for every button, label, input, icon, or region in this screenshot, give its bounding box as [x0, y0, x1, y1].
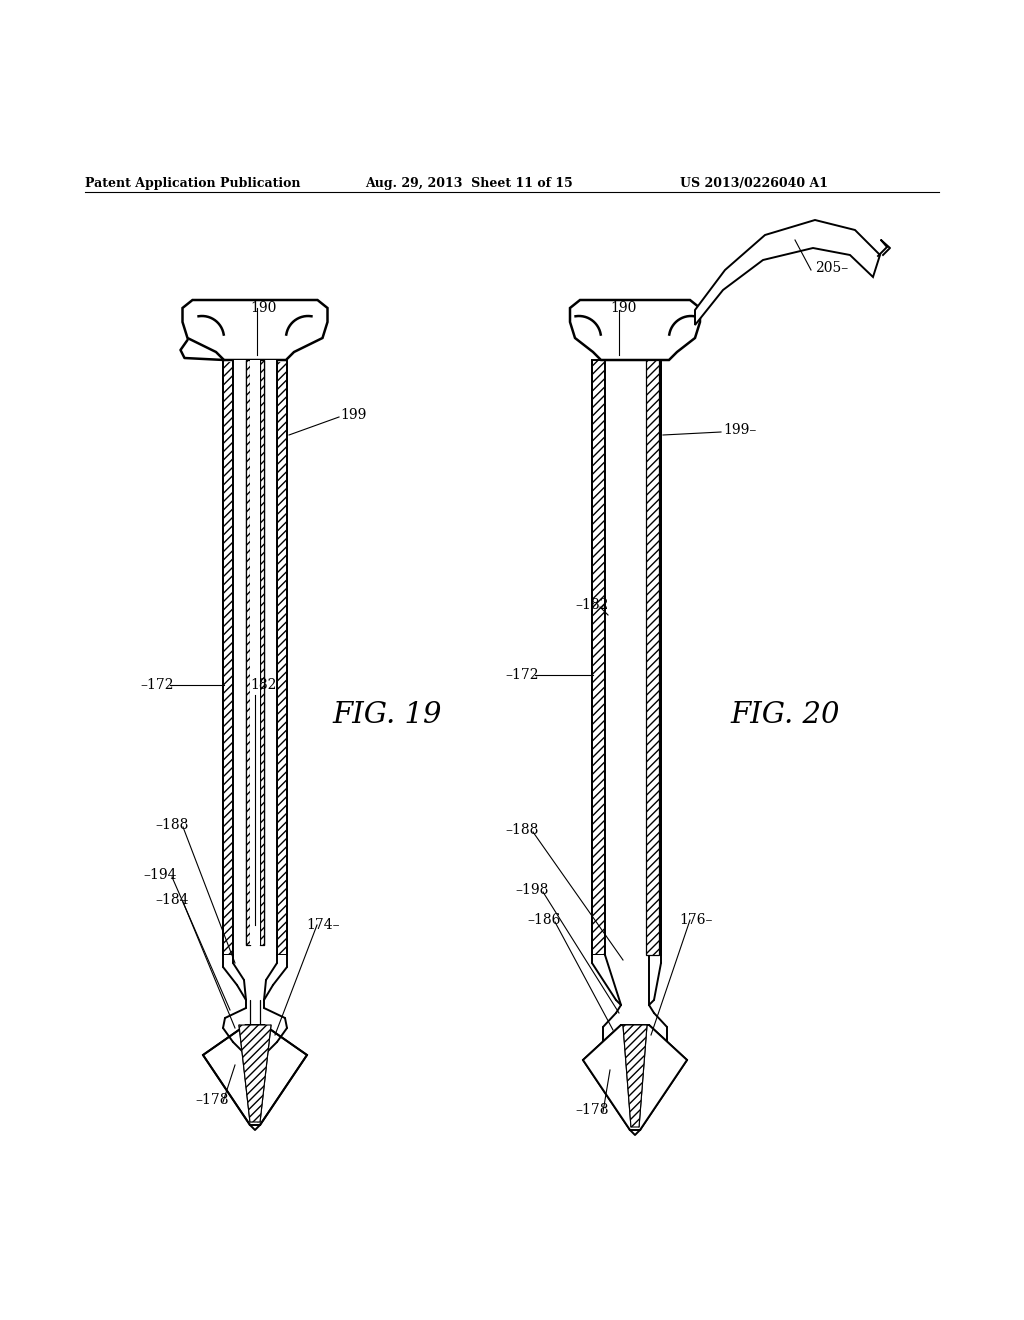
- Polygon shape: [264, 954, 287, 1005]
- Polygon shape: [570, 300, 700, 360]
- Polygon shape: [649, 360, 662, 954]
- Text: FIG. 19: FIG. 19: [332, 701, 441, 729]
- Text: –178: –178: [195, 1093, 228, 1107]
- Polygon shape: [287, 954, 309, 1055]
- Text: –172: –172: [505, 668, 539, 682]
- Text: –184: –184: [155, 894, 188, 907]
- Polygon shape: [605, 360, 649, 954]
- Text: 190: 190: [610, 301, 636, 315]
- Text: 176–: 176–: [680, 913, 713, 927]
- Text: –188: –188: [505, 822, 539, 837]
- Polygon shape: [246, 1026, 264, 1055]
- Text: –194: –194: [143, 869, 176, 882]
- Text: –178: –178: [575, 1104, 608, 1117]
- Polygon shape: [246, 360, 250, 945]
- Polygon shape: [239, 1026, 271, 1122]
- Text: 190: 190: [250, 301, 276, 315]
- Polygon shape: [223, 954, 246, 1005]
- Polygon shape: [278, 360, 287, 954]
- Polygon shape: [246, 1026, 264, 1125]
- Polygon shape: [646, 360, 659, 954]
- Text: –182: –182: [575, 598, 608, 612]
- Text: –186: –186: [527, 913, 560, 927]
- Polygon shape: [250, 360, 260, 945]
- Text: US 2013/0226040 A1: US 2013/0226040 A1: [680, 177, 828, 190]
- Polygon shape: [182, 300, 328, 360]
- Polygon shape: [182, 300, 328, 360]
- Polygon shape: [260, 360, 264, 945]
- Text: FIG. 20: FIG. 20: [730, 701, 840, 729]
- Polygon shape: [233, 360, 278, 954]
- Polygon shape: [621, 1026, 649, 1130]
- Text: 199–: 199–: [723, 422, 757, 437]
- Polygon shape: [583, 1026, 687, 1130]
- Text: 174–: 174–: [306, 917, 340, 932]
- Polygon shape: [623, 1026, 647, 1127]
- Text: –198: –198: [515, 883, 549, 898]
- Text: 199: 199: [340, 408, 367, 422]
- Polygon shape: [649, 954, 662, 1005]
- Polygon shape: [182, 300, 328, 360]
- Text: –172: –172: [140, 678, 173, 692]
- Polygon shape: [621, 1026, 649, 1060]
- Polygon shape: [223, 360, 233, 954]
- Polygon shape: [592, 360, 605, 954]
- Polygon shape: [695, 220, 880, 325]
- Text: Aug. 29, 2013  Sheet 11 of 15: Aug. 29, 2013 Sheet 11 of 15: [365, 177, 572, 190]
- Text: –188: –188: [155, 818, 188, 832]
- Text: Patent Application Publication: Patent Application Publication: [85, 177, 300, 190]
- Text: 205–: 205–: [815, 261, 848, 275]
- Polygon shape: [592, 954, 621, 1005]
- Text: 182: 182: [250, 678, 276, 692]
